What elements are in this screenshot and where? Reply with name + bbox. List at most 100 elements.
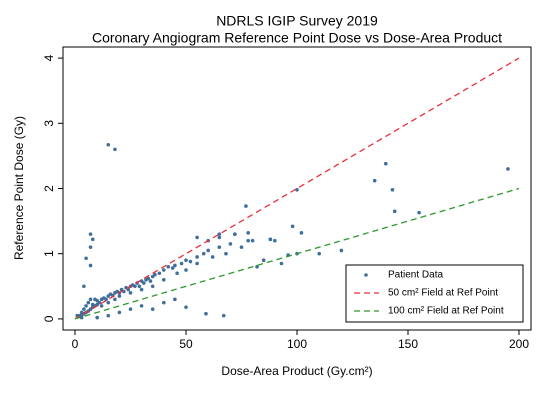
data-point xyxy=(82,284,86,289)
data-point xyxy=(195,261,199,266)
data-point xyxy=(150,307,155,311)
data-point xyxy=(175,271,179,276)
data-point xyxy=(161,277,166,282)
data-point xyxy=(86,300,91,305)
y-tick-label: 2 xyxy=(42,185,56,192)
data-point xyxy=(88,263,93,268)
data-point xyxy=(184,258,188,263)
data-point xyxy=(217,232,222,236)
data-point xyxy=(417,210,421,215)
x-tick-label: 100 xyxy=(287,337,307,351)
data-point xyxy=(246,231,250,235)
data-point xyxy=(137,284,142,289)
data-point xyxy=(90,237,95,242)
data-point xyxy=(133,284,137,289)
data-point xyxy=(128,291,133,295)
data-point xyxy=(113,297,117,302)
data-point xyxy=(82,307,86,311)
data-point xyxy=(117,294,122,298)
data-point xyxy=(161,268,166,272)
data-point xyxy=(117,310,122,315)
x-tick-label: 150 xyxy=(398,337,418,351)
data-point xyxy=(128,307,133,311)
y-axis-label: Reference Point Dose (Gy) xyxy=(12,116,26,260)
data-point xyxy=(246,238,250,243)
data-point xyxy=(95,315,99,320)
data-point xyxy=(166,264,171,269)
y-tick-label: 4 xyxy=(42,54,56,61)
reference-line xyxy=(74,187,520,320)
x-tick-label: 200 xyxy=(509,337,529,351)
data-point xyxy=(195,255,199,259)
y-tick-label: 3 xyxy=(42,120,56,127)
data-point xyxy=(390,188,395,192)
x-tick-label: 0 xyxy=(72,337,79,351)
data-point xyxy=(317,251,322,256)
legend-label: Patient Data xyxy=(388,270,443,281)
data-point xyxy=(161,300,166,305)
data-point xyxy=(88,232,93,236)
legend-marker xyxy=(364,273,368,277)
data-point xyxy=(106,313,111,318)
data-point xyxy=(206,248,210,253)
data-point xyxy=(204,311,208,316)
data-point xyxy=(210,255,215,259)
x-tick-label: 50 xyxy=(179,337,193,351)
legend-label: 100 cm² Field at Ref Point xyxy=(388,306,504,317)
y-tick-label: 0 xyxy=(42,315,56,322)
data-point xyxy=(139,287,144,292)
data-point xyxy=(173,297,177,302)
chart-subtitle: Coronary Angiogram Reference Point Dose … xyxy=(92,30,502,46)
data-point xyxy=(113,147,117,152)
data-point xyxy=(184,305,188,309)
data-point xyxy=(146,276,151,281)
data-point xyxy=(217,245,222,249)
data-point xyxy=(195,235,199,240)
data-point xyxy=(279,261,284,266)
data-point xyxy=(97,300,102,305)
data-point xyxy=(188,259,193,264)
data-point xyxy=(233,232,237,236)
data-point xyxy=(299,231,304,235)
data-point xyxy=(106,143,111,147)
data-point xyxy=(148,279,153,283)
data-point xyxy=(261,258,266,263)
chart-title: NDRLS IGIP Survey 2019 xyxy=(216,13,378,29)
data-point xyxy=(142,281,146,285)
data-point xyxy=(88,297,93,302)
data-point xyxy=(290,224,295,229)
data-point xyxy=(157,271,162,276)
data-point xyxy=(99,304,104,308)
data-point xyxy=(224,251,228,256)
data-point xyxy=(221,313,226,318)
data-point xyxy=(201,251,206,256)
data-point xyxy=(372,178,377,183)
data-point xyxy=(295,188,299,192)
data-point xyxy=(153,272,157,277)
data-point xyxy=(88,245,93,249)
data-point xyxy=(228,242,233,246)
data-point xyxy=(250,238,255,243)
data-point xyxy=(170,266,175,270)
y-tick-label: 1 xyxy=(42,250,56,257)
data-point xyxy=(506,167,510,171)
data-point xyxy=(139,304,144,308)
reference-line xyxy=(74,57,520,320)
data-point xyxy=(84,256,88,261)
data-point xyxy=(150,284,155,289)
data-point xyxy=(106,300,111,305)
data-point xyxy=(84,304,88,308)
x-axis-label: Dose-Area Product (Gy.cm²) xyxy=(221,364,372,378)
data-point xyxy=(104,297,108,302)
data-point xyxy=(184,268,188,272)
legend-label: 50 cm² Field at Ref Point xyxy=(388,288,498,299)
data-point xyxy=(217,235,222,240)
data-point xyxy=(268,237,273,242)
data-point xyxy=(272,238,277,243)
data-point xyxy=(179,261,184,266)
data-point xyxy=(173,263,177,268)
data-point xyxy=(392,209,397,214)
data-point xyxy=(339,248,344,253)
